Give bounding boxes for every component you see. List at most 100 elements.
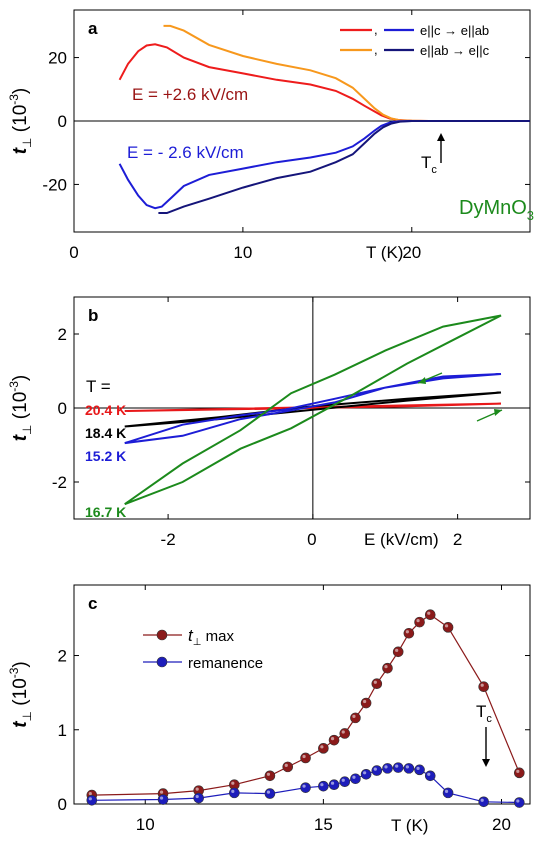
data-point-highlight [302,754,306,759]
data-point [424,609,436,620]
data-point-highlight [284,763,288,767]
data-point-highlight [352,775,356,779]
data-point-highlight [231,789,235,793]
data-point-highlight [266,790,271,794]
data-point-highlight [427,611,431,615]
data-point [514,797,525,808]
panel-c: 0 1 2 t⊥ (10-3) c 10 15 20 T (K) t⊥ max remanence T… [7,584,531,835]
series-label: 20.4 K [85,402,126,418]
data-point-highlight [384,765,388,769]
data-point-highlight [266,772,271,776]
data-point-highlight [480,798,484,802]
x-tick-label: 10 [233,243,252,262]
data-point-highlight [516,799,520,803]
data-point [403,763,415,774]
data-point-highlight [159,790,164,794]
legend-marker [156,656,168,668]
data-point [328,734,340,746]
legend-sep: , [374,42,378,57]
x-tick-label: 0 [69,243,78,262]
data-point [442,787,454,799]
annotation-material: DyMnO3 [459,197,534,223]
data-point [282,761,294,773]
data-point [414,616,425,628]
x-tick-label: 10 [136,815,155,834]
series-loop-3 [124,314,502,506]
data-point-highlight [373,767,377,771]
data-point [403,627,415,639]
loop-arrow-head [494,409,502,416]
data-point [264,770,276,782]
data-point-highlight [373,680,377,684]
y-tick-label: 0 [58,399,67,418]
data-point-highlight [88,791,92,796]
series-line-2 [118,120,530,210]
plot-frame [73,584,531,805]
data-point-highlight [352,714,356,718]
annotation-e-positive: E = +2.6 kV/cm [132,85,248,104]
series-label: 18.4 K [85,425,126,441]
data-point-highlight [405,630,409,634]
data-point-highlight [159,796,164,800]
legend-label: e||c → e||ab [420,23,489,38]
data-point-highlight [341,778,345,782]
y-tick-label: -20 [42,175,67,194]
data-point [478,796,489,808]
data-point-highlight [427,772,431,776]
y-axis-label: t⊥ (10-3) [7,661,34,728]
y-tick-label: -2 [52,473,67,492]
data-point-highlight [384,665,388,669]
legend-marker [156,629,168,641]
data-point [350,712,361,724]
annotation-tc: Tc [476,702,492,725]
data-point-highlight [341,730,345,734]
data-point-highlight [330,737,335,741]
series-line-3 [158,120,530,214]
y-tick-label: 1 [58,721,67,740]
panel-label: a [88,19,98,38]
y-axis-label: t⊥ (10-3) [7,375,34,442]
panel-b: -2 0 2 t⊥ (10-3) b -2 0 2 E (kV/cm) T = 20.4 K 18.4… [7,296,531,549]
data-point [382,662,393,674]
y-tick-label: 20 [48,49,67,68]
legend: , e||c → e||ab, e||ab → e||c [340,22,490,58]
x-tick-label: 0 [307,530,316,549]
x-axis-label: T (K) [366,243,403,262]
data-point [442,622,454,633]
data-point [264,788,276,799]
data-point [86,794,98,806]
data-point [514,767,525,779]
series-loop-2 [124,373,502,445]
data-point [478,681,489,693]
data-point-highlight [395,648,399,652]
data-point [360,697,372,709]
panel-label: b [88,306,98,325]
t-equals-label: T = [86,377,111,396]
x-tick-label: 15 [314,815,333,834]
data-point-highlight [363,699,367,704]
y-tick-label: 2 [58,325,67,344]
y-tick-label: 2 [58,647,67,666]
x-tick-label: 20 [492,815,511,834]
data-point [350,773,361,785]
x-tick-label: -2 [161,530,176,549]
legend-sep: , [374,22,378,37]
tc-arrow-head [482,759,490,767]
data-point-highlight [405,765,409,769]
data-point [371,765,383,776]
data-point-highlight [320,745,324,749]
data-point [424,770,436,782]
data-point-highlight [231,781,235,785]
panel-label: c [88,594,97,613]
data-point-highlight [320,783,324,787]
series-line-0 [91,613,520,796]
series-loop-0 [124,402,502,412]
y-axis-label: t⊥ (10-3) [7,88,34,155]
data-point [300,752,311,764]
data-point [300,782,311,793]
legend-label: remanence [188,655,263,672]
annotation-e-negative: E = - 2.6 kV/cm [127,143,244,162]
data-point-highlight [88,797,92,801]
